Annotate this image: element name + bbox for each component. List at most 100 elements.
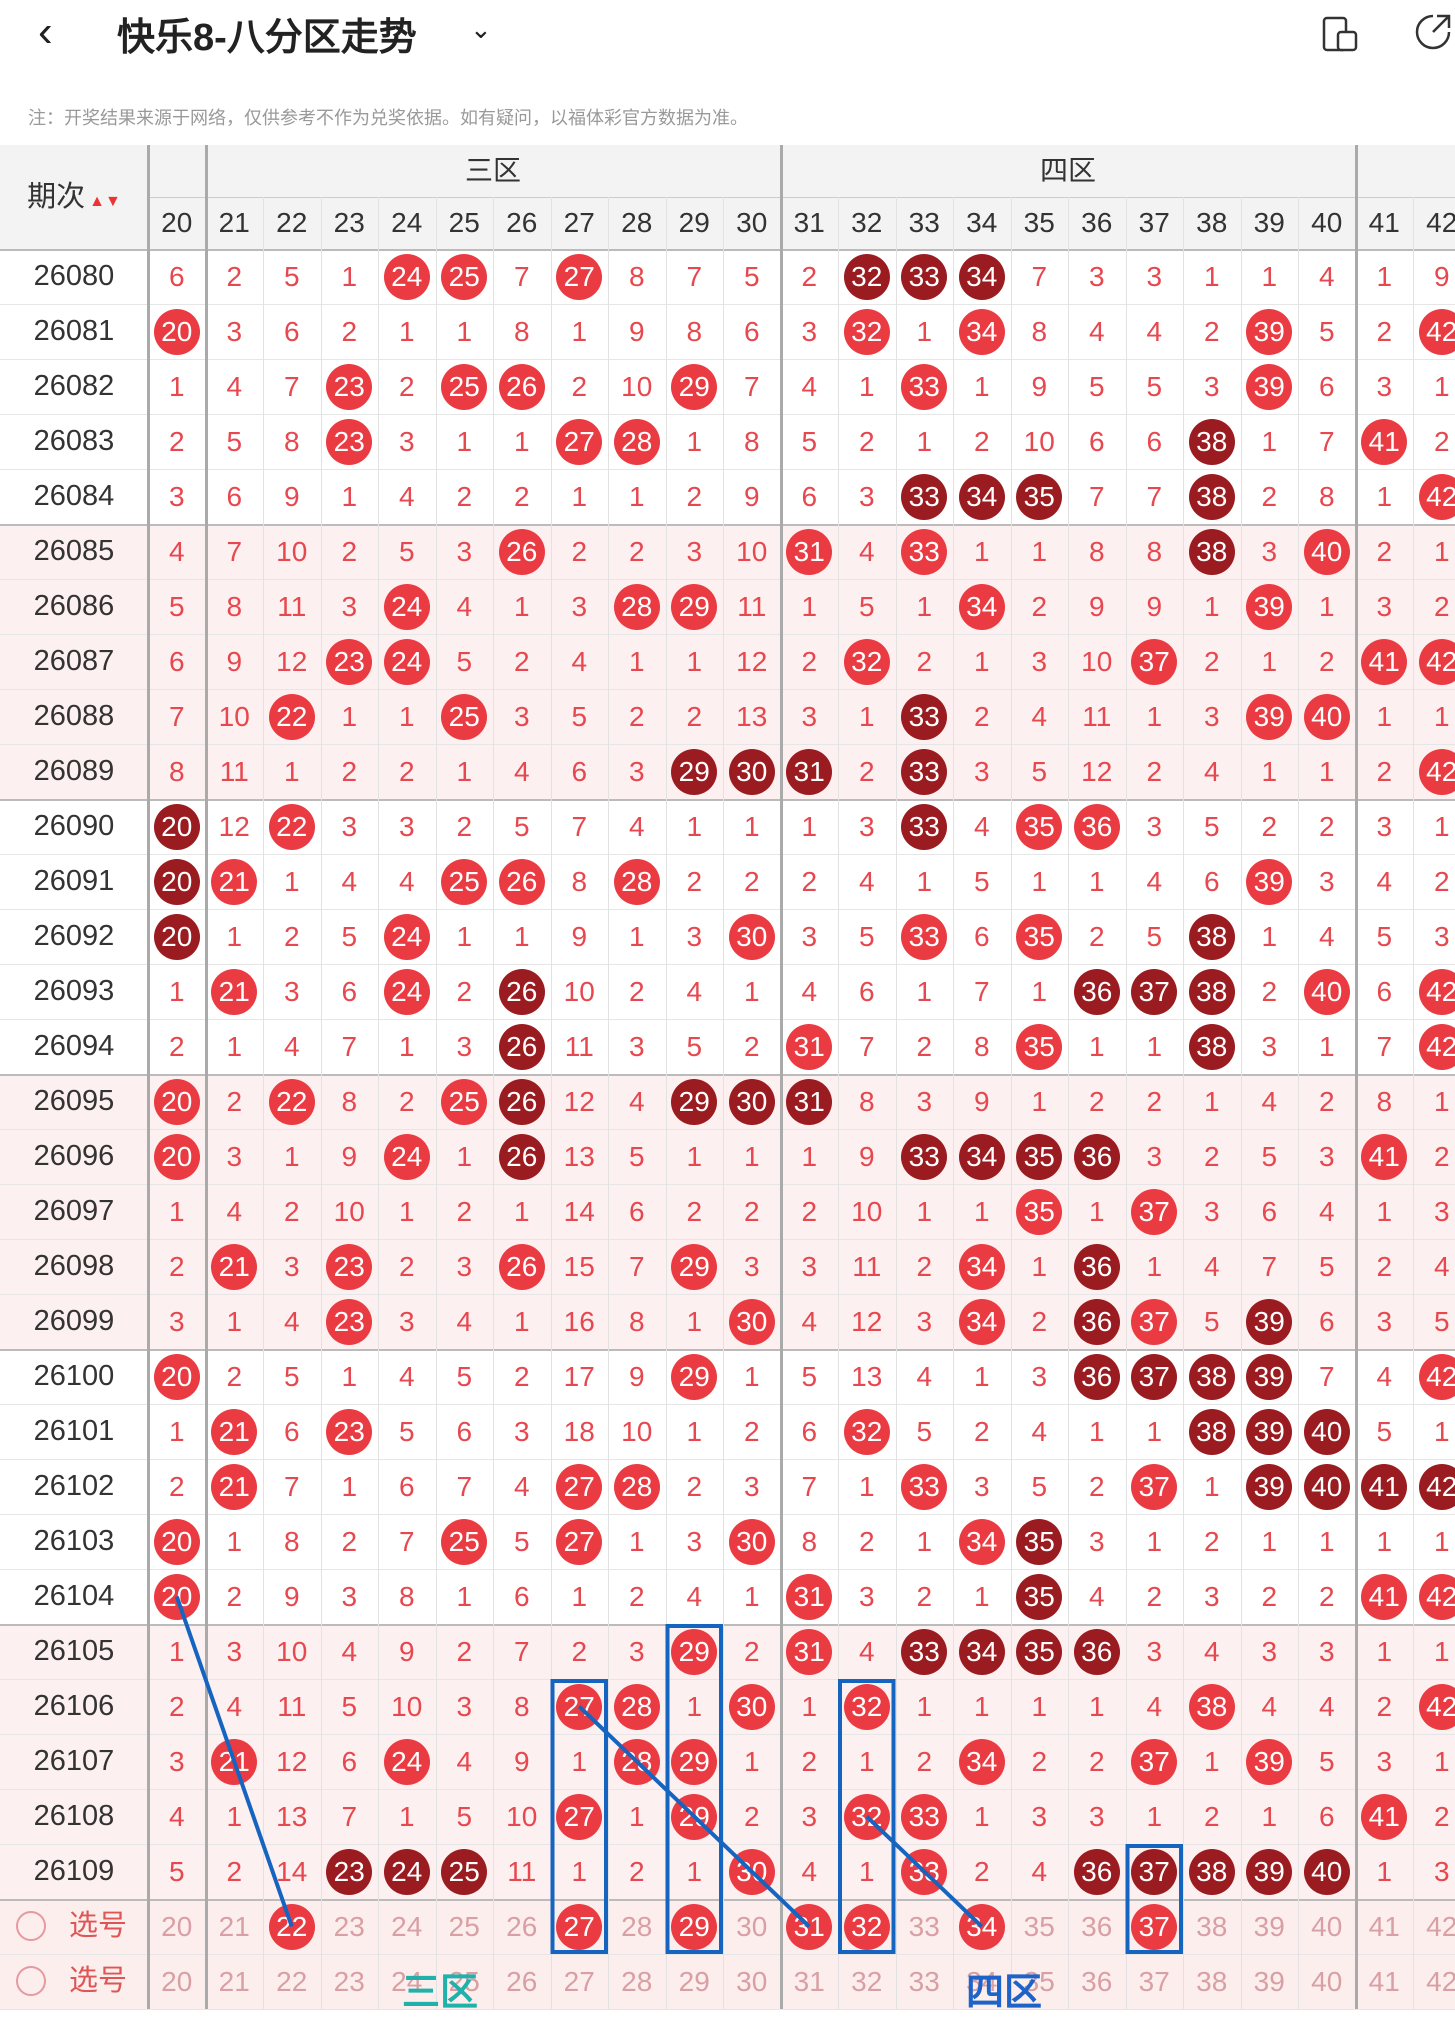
selectable-number[interactable]: 32	[851, 1966, 883, 1997]
drawn-number-ball[interactable]: 21	[211, 858, 258, 905]
selectable-number[interactable]: 26	[506, 1911, 538, 1942]
drawn-number-ball[interactable]: 41	[1361, 418, 1408, 465]
drawn-number-ball[interactable]: 30	[728, 1298, 775, 1345]
drawn-number-ball[interactable]: 26	[498, 1078, 545, 1125]
selectable-number[interactable]: 31	[793, 1966, 825, 1997]
drawn-number-ball[interactable]: 35	[1016, 913, 1063, 960]
selectable-number[interactable]: 20	[161, 1966, 193, 1997]
drawn-number-ball[interactable]: 42	[1418, 473, 1455, 520]
drawn-number-ball[interactable]: 23	[326, 1298, 373, 1345]
drawn-number-ball[interactable]: 31	[786, 1628, 833, 1675]
drawn-number-ball[interactable]: 23	[326, 418, 373, 465]
phone-rotate-icon[interactable]	[1320, 14, 1360, 54]
drawn-number-ball[interactable]: 27	[556, 1683, 603, 1730]
drawn-number-ball[interactable]: 28	[613, 418, 660, 465]
selectable-number[interactable]: 26	[506, 1966, 538, 1997]
drawn-number-ball[interactable]: 39	[1246, 583, 1293, 630]
drawn-number-ball[interactable]: 36	[1073, 1848, 1120, 1895]
drawn-number-ball[interactable]: 26	[498, 528, 545, 575]
drawn-number-ball[interactable]: 21	[211, 1243, 258, 1290]
drawn-number-ball[interactable]: 33	[901, 473, 948, 520]
drawn-number-ball[interactable]: 39	[1246, 1463, 1293, 1510]
drawn-number-ball[interactable]: 24	[383, 913, 430, 960]
drawn-number-ball[interactable]: 35	[1016, 1023, 1063, 1070]
drawn-number-ball[interactable]: 36	[1073, 1353, 1120, 1400]
drawn-number-ball[interactable]: 32	[843, 638, 890, 685]
drawn-number-ball[interactable]: 37	[1131, 1298, 1178, 1345]
selected-number-ball[interactable]: 22	[268, 1903, 315, 1950]
drawn-number-ball[interactable]: 38	[1188, 528, 1235, 575]
selectable-number[interactable]: 41	[1368, 1966, 1400, 1997]
drawn-number-ball[interactable]: 37	[1131, 1463, 1178, 1510]
drawn-number-ball[interactable]: 23	[326, 1408, 373, 1455]
drawn-number-ball[interactable]: 38	[1188, 418, 1235, 465]
drawn-number-ball[interactable]: 20	[153, 858, 200, 905]
drawn-number-ball[interactable]: 35	[1016, 473, 1063, 520]
drawn-number-ball[interactable]: 35	[1016, 1628, 1063, 1675]
drawn-number-ball[interactable]: 20	[153, 913, 200, 960]
drawn-number-ball[interactable]: 27	[556, 1463, 603, 1510]
drawn-number-ball[interactable]: 38	[1188, 913, 1235, 960]
drawn-number-ball[interactable]: 24	[383, 253, 430, 300]
drawn-number-ball[interactable]: 34	[958, 1133, 1005, 1180]
drawn-number-ball[interactable]: 33	[901, 803, 948, 850]
drawn-number-ball[interactable]: 42	[1418, 748, 1455, 795]
drawn-number-ball[interactable]: 29	[671, 1793, 718, 1840]
selectable-number[interactable]: 36	[1081, 1966, 1113, 1997]
selectable-number[interactable]: 25	[448, 1911, 480, 1942]
selectable-number[interactable]: 23	[333, 1966, 365, 1997]
selected-number-ball[interactable]: 29	[671, 1903, 718, 1950]
drawn-number-ball[interactable]: 31	[786, 1078, 833, 1125]
drawn-number-ball[interactable]: 30	[728, 1518, 775, 1565]
drawn-number-ball[interactable]: 20	[153, 803, 200, 850]
drawn-number-ball[interactable]: 33	[901, 363, 948, 410]
drawn-number-ball[interactable]: 36	[1073, 1298, 1120, 1345]
drawn-number-ball[interactable]: 38	[1188, 1848, 1235, 1895]
selectable-number[interactable]: 38	[1196, 1911, 1228, 1942]
selected-number-ball[interactable]: 34	[958, 1903, 1005, 1950]
drawn-number-ball[interactable]: 30	[728, 1848, 775, 1895]
selectable-number[interactable]: 24	[391, 1911, 423, 1942]
drawn-number-ball[interactable]: 39	[1246, 858, 1293, 905]
drawn-number-ball[interactable]: 29	[671, 1628, 718, 1675]
drawn-number-ball[interactable]: 39	[1246, 363, 1293, 410]
drawn-number-ball[interactable]: 42	[1418, 1683, 1455, 1730]
drawn-number-ball[interactable]: 35	[1016, 1518, 1063, 1565]
drawn-number-ball[interactable]: 41	[1361, 1133, 1408, 1180]
drawn-number-ball[interactable]: 28	[613, 1738, 660, 1785]
chevron-left-icon[interactable]: ‹	[38, 7, 53, 56]
drawn-number-ball[interactable]: 24	[383, 1133, 430, 1180]
drawn-number-ball[interactable]: 26	[498, 968, 545, 1015]
drawn-number-ball[interactable]: 32	[843, 1793, 890, 1840]
drawn-number-ball[interactable]: 38	[1188, 1408, 1235, 1455]
drawn-number-ball[interactable]: 39	[1246, 308, 1293, 355]
drawn-number-ball[interactable]: 40	[1303, 968, 1350, 1015]
drawn-number-ball[interactable]: 33	[901, 1628, 948, 1675]
drawn-number-ball[interactable]: 38	[1188, 473, 1235, 520]
drawn-number-ball[interactable]: 30	[728, 1683, 775, 1730]
drawn-number-ball[interactable]: 28	[613, 583, 660, 630]
selectable-number[interactable]: 28	[621, 1966, 653, 1997]
drawn-number-ball[interactable]: 42	[1418, 1463, 1455, 1510]
chevron-down-icon[interactable]: ⌄	[470, 14, 492, 44]
selectable-number[interactable]: 33	[908, 1911, 940, 1942]
selectable-number[interactable]: 35	[1023, 1966, 1055, 1997]
drawn-number-ball[interactable]: 37	[1131, 1738, 1178, 1785]
selected-number-ball[interactable]: 31	[786, 1903, 833, 1950]
drawn-number-ball[interactable]: 34	[958, 1518, 1005, 1565]
drawn-number-ball[interactable]: 34	[958, 1243, 1005, 1290]
selectable-number[interactable]: 33	[908, 1966, 940, 1997]
drawn-number-ball[interactable]: 20	[153, 1078, 200, 1125]
drawn-number-ball[interactable]: 21	[211, 1738, 258, 1785]
selectable-number[interactable]: 22	[276, 1966, 308, 1997]
drawn-number-ball[interactable]: 26	[498, 1133, 545, 1180]
drawn-number-ball[interactable]: 24	[383, 1738, 430, 1785]
drawn-number-ball[interactable]: 37	[1131, 1848, 1178, 1895]
drawn-number-ball[interactable]: 25	[441, 1848, 488, 1895]
drawn-number-ball[interactable]: 31	[786, 1573, 833, 1620]
drawn-number-ball[interactable]: 30	[728, 748, 775, 795]
drawn-number-ball[interactable]: 23	[326, 363, 373, 410]
drawn-number-ball[interactable]: 33	[901, 1793, 948, 1840]
selectable-number[interactable]: 40	[1311, 1911, 1343, 1942]
drawn-number-ball[interactable]: 22	[268, 693, 315, 740]
